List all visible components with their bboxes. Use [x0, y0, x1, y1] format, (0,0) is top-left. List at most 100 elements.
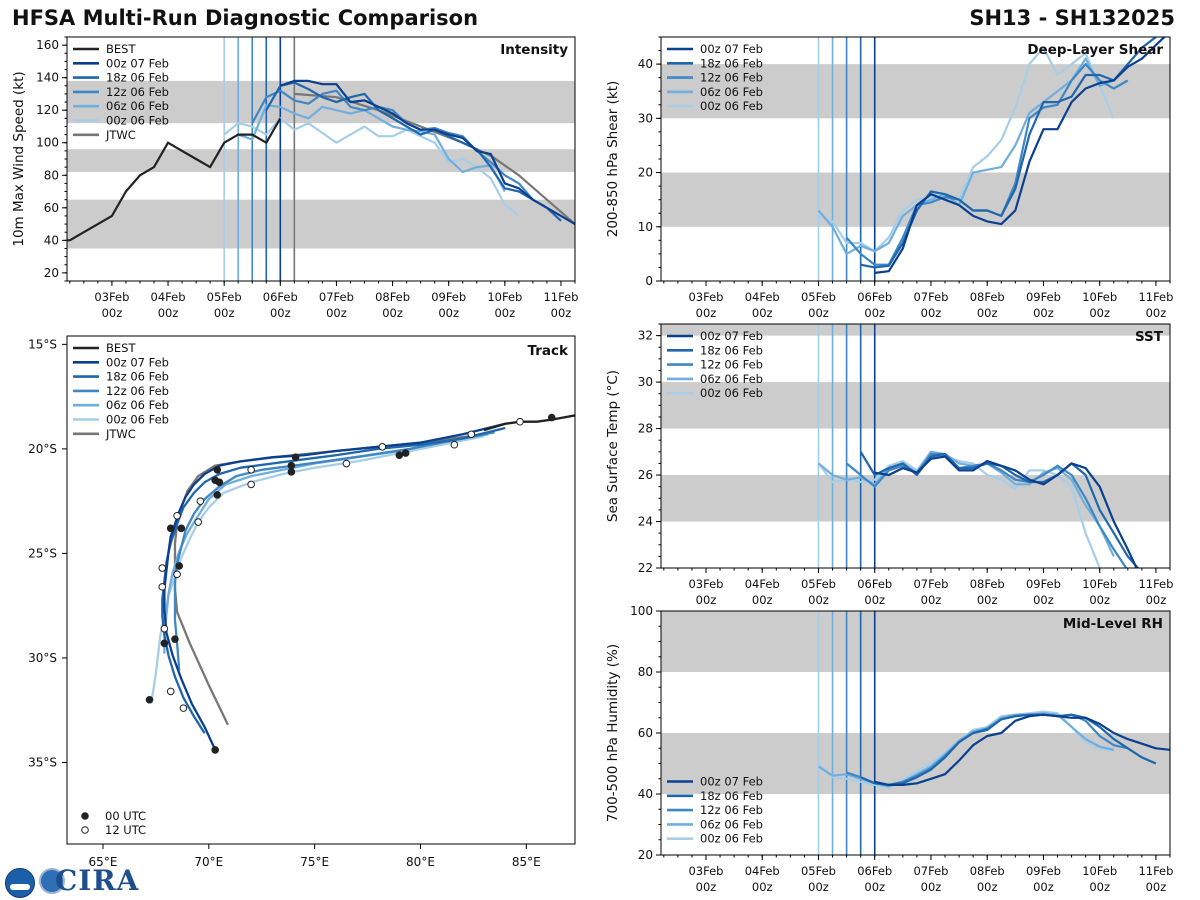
legend-label: 18z 06 Feb: [106, 71, 169, 85]
plot-background: [67, 336, 575, 844]
x-tick-sublabel: 00z: [382, 306, 403, 320]
series-line-r18z06: [265, 81, 562, 222]
x-tick-label: 65°E: [89, 855, 118, 869]
x-tick-sublabel: 00z: [921, 593, 942, 607]
marker-00utc: [166, 524, 175, 533]
x-tick-sublabel: 00z: [1146, 306, 1167, 320]
marker-12utc: [247, 465, 255, 474]
legend-label: 00z 06 Feb: [700, 99, 763, 113]
threshold-band: [661, 611, 1170, 672]
y-tick-label: 100: [36, 136, 59, 150]
x-tick-sublabel: 00z: [808, 880, 829, 894]
x-tick-label: 06Feb: [857, 577, 892, 591]
x-tick-label: 09Feb: [1026, 577, 1061, 591]
x-tick-label: 08Feb: [970, 577, 1005, 591]
y-tick-label: 0: [645, 274, 653, 288]
series-line-r06z06: [817, 57, 1115, 255]
y-tick-label: 20°S: [28, 442, 57, 456]
threshold-band: [67, 80, 575, 124]
x-tick-label: 03Feb: [688, 577, 723, 591]
marker-12utc: [342, 459, 351, 468]
y-tick-label: 20: [44, 266, 59, 280]
marker-12utc: [179, 704, 188, 712]
legend-label: 18z 06 Feb: [700, 56, 763, 70]
y-axis-label: Sea Surface Temp (°C): [605, 370, 621, 522]
threshold-band: [661, 382, 1170, 429]
marker-12utc: [247, 480, 255, 489]
y-tick-label: 100: [630, 604, 653, 618]
y-tick-label: 25°S: [28, 546, 57, 560]
track-line-BEST: [483, 414, 575, 432]
x-tick-label: 06Feb: [263, 290, 298, 304]
plot-area: [67, 37, 575, 281]
legend-label: 00z 07 Feb: [106, 56, 169, 70]
marker-00utc: [401, 449, 410, 457]
x-tick-label: 10Feb: [1082, 577, 1117, 591]
x-tick-label: 10Feb: [1082, 290, 1117, 304]
legend-label: 00z 07 Feb: [106, 355, 169, 369]
x-tick-sublabel: 00z: [270, 306, 291, 320]
legend-label: 06z 06 Feb: [106, 398, 169, 412]
plot-area: [661, 324, 1170, 568]
x-tick-label: 11Feb: [543, 290, 578, 304]
legend-label: 00z 06 Feb: [700, 386, 763, 400]
y-tick-label: 28: [638, 422, 653, 436]
legend-label: BEST: [106, 341, 136, 355]
legend-marker-00utc: [81, 812, 89, 820]
x-tick-sublabel: 00z: [1033, 880, 1054, 894]
x-tick-sublabel: 00z: [977, 306, 998, 320]
legend-label: JTWC: [105, 427, 136, 441]
marker-00utc: [211, 746, 219, 754]
x-tick-label: 10Feb: [1082, 864, 1117, 878]
y-tick-label: 30°S: [28, 651, 57, 665]
x-tick-label: 06Feb: [857, 864, 892, 878]
x-tick-label: 11Feb: [1138, 577, 1173, 591]
x-tick-sublabel: 00z: [1146, 880, 1167, 894]
x-tick-sublabel: 00z: [696, 880, 717, 894]
x-tick-label: 05Feb: [801, 290, 836, 304]
marker-12utc: [467, 430, 476, 439]
y-tick-label: 26: [638, 468, 653, 482]
x-tick-label: 03Feb: [688, 290, 723, 304]
plot-frame: [660, 323, 1171, 569]
panel-rh: 20 40 60 80 100 03Feb 00z 04Feb 00z 05Feb 00z 06Feb…: [605, 604, 1173, 894]
legend-label: 18z 06 Feb: [700, 789, 763, 803]
x-tick-label: 11Feb: [1138, 864, 1173, 878]
x-tick-label: 07Feb: [913, 577, 948, 591]
legend-label: 12z 06 Feb: [700, 71, 763, 85]
cira-globe-icon: [39, 868, 65, 894]
storm-id-title: SH13 - SH132025: [969, 6, 1175, 30]
threshold-band: [67, 149, 575, 173]
panel-title: Intensity: [500, 42, 568, 58]
legend-marker-12utc: [81, 826, 89, 834]
panel-title: SST: [1135, 329, 1164, 345]
marker-00utc: [160, 639, 169, 648]
x-tick-label: 03Feb: [94, 290, 129, 304]
y-tick-label: 60: [638, 726, 653, 740]
x-tick-label: 09Feb: [1026, 864, 1061, 878]
x-tick-sublabel: 00z: [214, 306, 235, 320]
y-axis-label: 700-500 hPa Humidity (%): [605, 644, 621, 822]
noaa-cira-logo: CIRA: [5, 864, 138, 898]
legend-label: 18z 06 Feb: [106, 370, 169, 384]
y-tick-label: 60: [44, 201, 59, 215]
x-tick-label: 08Feb: [375, 290, 410, 304]
x-tick-sublabel: 00z: [1089, 593, 1110, 607]
marker-00utc: [547, 413, 556, 422]
x-tick-sublabel: 00z: [1033, 306, 1054, 320]
marker-00utc: [175, 562, 183, 570]
marker-12utc: [194, 518, 203, 526]
x-tick-label: 09Feb: [431, 290, 466, 304]
marker-12utc: [173, 570, 181, 579]
y-tick-label: 80: [638, 665, 653, 679]
panel-track: 65°E 70°E 75°E 80°E 85°E 15°S 20°S 25°S 30°S 35°S…: [28, 335, 576, 869]
series-line-BEST: [67, 117, 282, 242]
legend-label: BEST: [106, 42, 136, 56]
x-tick-label: 75°E: [300, 855, 329, 869]
y-tick-label: 80: [44, 168, 59, 182]
marker-12utc: [516, 417, 524, 426]
series-line-r00z07: [874, 455, 1138, 568]
x-tick-label: 05Feb: [801, 864, 836, 878]
